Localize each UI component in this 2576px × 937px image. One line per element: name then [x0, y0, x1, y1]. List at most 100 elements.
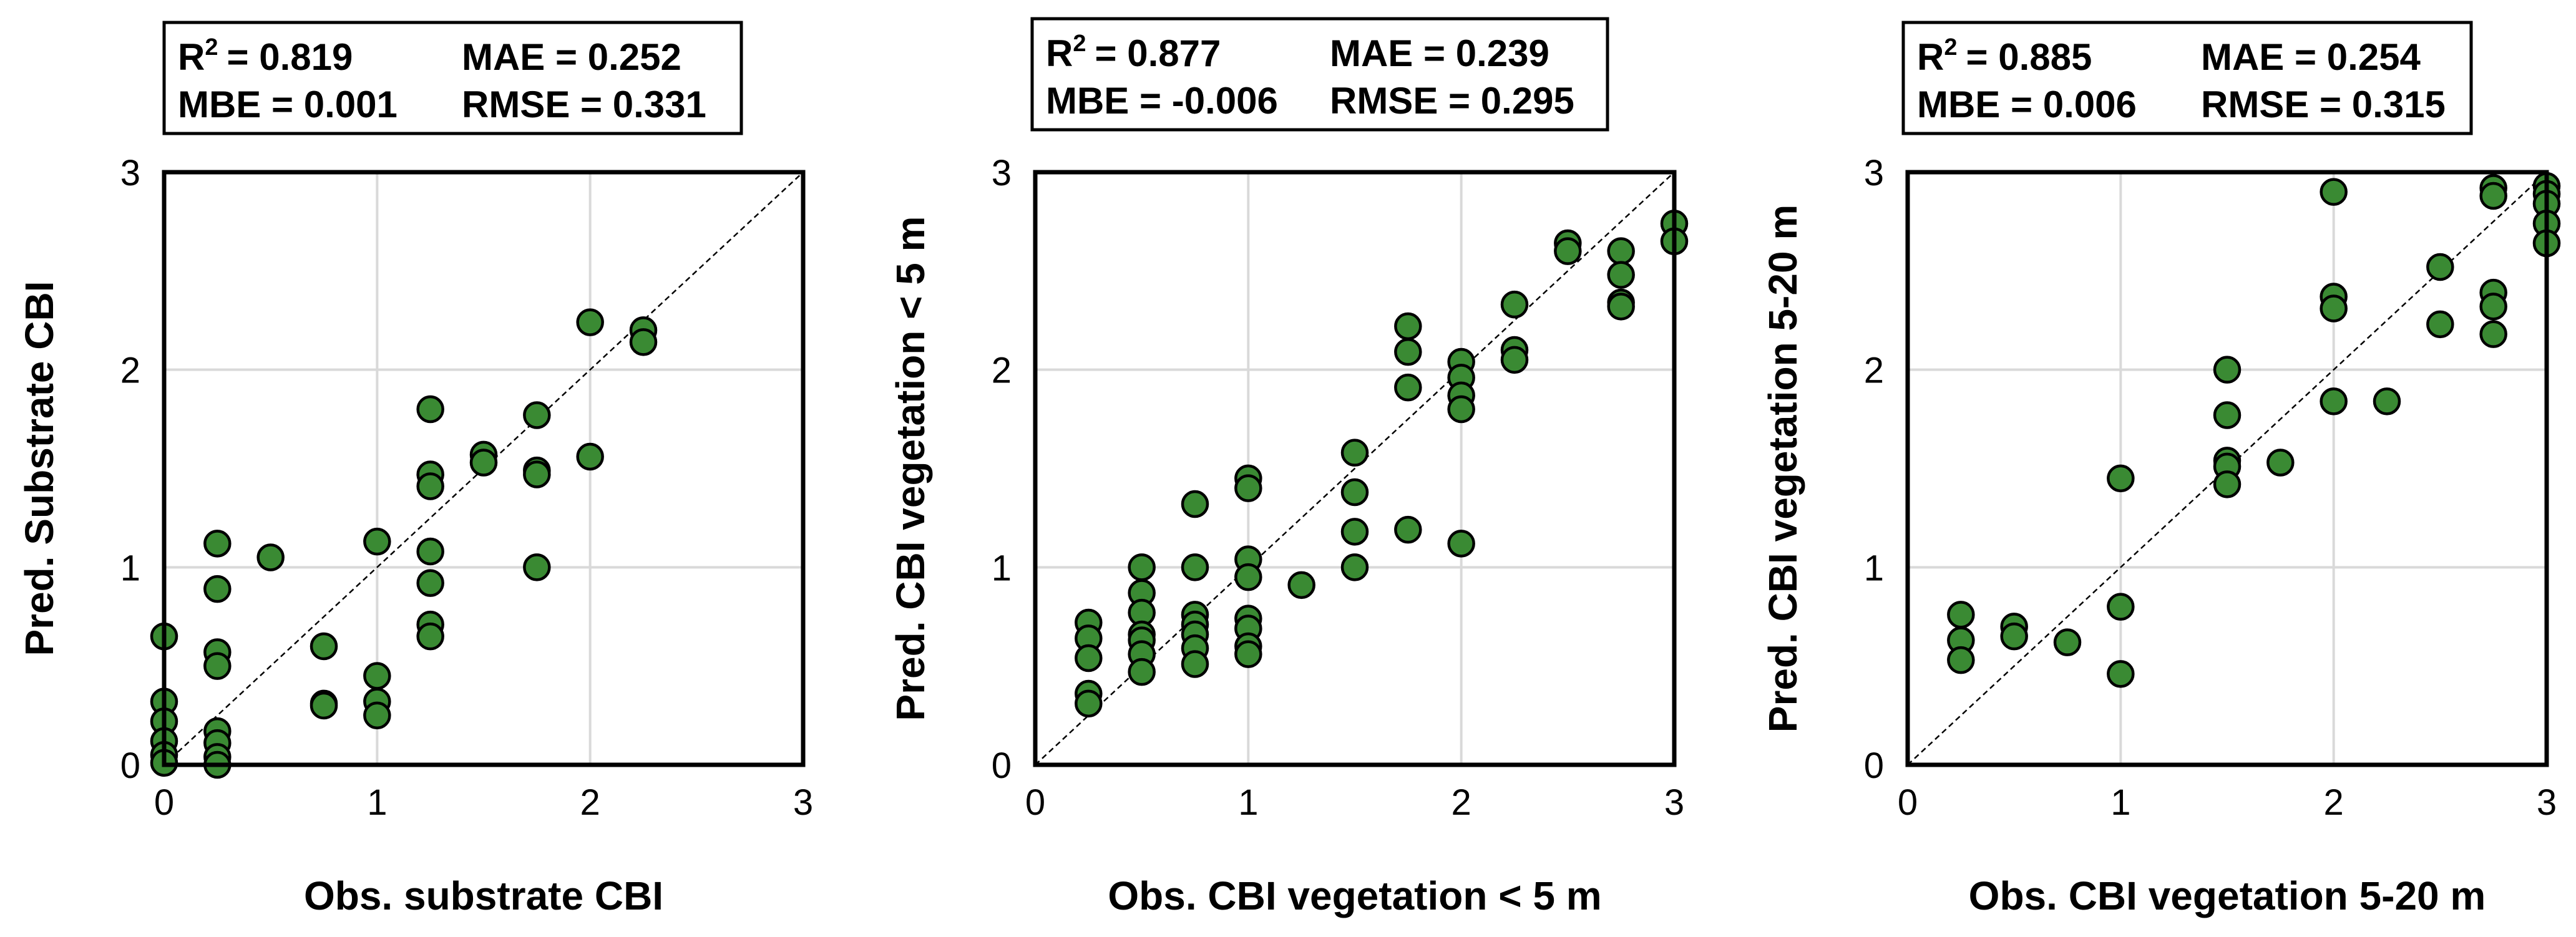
data-point: [2107, 593, 2135, 621]
x-axis-title: Obs. CBI vegetation < 5 m: [1108, 873, 1601, 918]
stat-mbe: MBE = 0.006: [1917, 84, 2137, 125]
y-tick-label: 2: [120, 351, 140, 391]
data-point: [523, 401, 551, 429]
stat-rmse: RMSE = 0.315: [2201, 84, 2446, 125]
data-point: [523, 460, 551, 488]
data-point: [523, 553, 551, 581]
data-point: [203, 652, 232, 680]
data-point: [2320, 178, 2348, 206]
stats-box-frame: [162, 21, 743, 135]
y-tick-label: 3: [992, 153, 1012, 193]
plot-frame: [1905, 170, 2549, 767]
data-point: [2107, 464, 2135, 493]
stats-box: R2 = 0.819 MAE = 0.252 MBE = 0.001 RMSE = 0.…: [162, 21, 743, 135]
stat-mbe: MBE = 0.001: [178, 84, 398, 125]
data-point: [2213, 401, 2242, 429]
plot-frame: [1033, 170, 1677, 767]
data-point: [1607, 237, 1635, 265]
data-point: [1287, 571, 1315, 600]
data-point: [1500, 346, 1529, 374]
y-tick-label: 1: [992, 548, 1012, 588]
data-point: [576, 308, 604, 336]
data-point: [1500, 290, 1529, 319]
y-tick-label: 3: [1864, 153, 1884, 193]
data-point: [1607, 261, 1635, 289]
x-tick-label: 3: [793, 782, 813, 823]
y-tick-label: 3: [120, 153, 140, 193]
stat-rmse: RMSE = 0.331: [462, 84, 706, 125]
data-point: [2320, 387, 2348, 415]
stat-r2-symbol: R: [1046, 32, 1073, 74]
data-point: [1234, 640, 1262, 668]
data-point: [1128, 658, 1156, 686]
data-point: [2213, 470, 2242, 498]
data-point: [2000, 622, 2028, 651]
stat-r2: R2 = 0.877: [1046, 31, 1221, 74]
stat-r2-value: = 0.819: [227, 36, 353, 78]
data-point: [2479, 293, 2507, 321]
data-point: [2213, 356, 2242, 384]
stat-r2-value: = 0.885: [1966, 36, 2092, 78]
y-axis-title: Pred. CBI vegetation < 5 m: [888, 216, 933, 721]
y-tick-label: 0: [992, 745, 1012, 786]
chart-panel-2: 0 1 2 3 0 1 2 3 Obs. CBI vegetation < 5 m Pred. C…: [888, 17, 1689, 918]
y-tick-label: 1: [120, 548, 140, 588]
x-tick-label: 2: [2324, 782, 2344, 823]
data-point: [1947, 601, 1975, 629]
data-point: [1181, 553, 1209, 581]
stat-r2-value: = 0.877: [1095, 32, 1221, 74]
data-point: [203, 530, 232, 558]
data-point: [1340, 553, 1369, 581]
data-point: [416, 395, 444, 424]
data-point: [2479, 320, 2507, 348]
stats-box-frame: [1901, 21, 2473, 135]
x-tick-label: 2: [580, 782, 600, 823]
chart-panel-1: 0 1 2 3 0 1 2 3 Obs. substrate CBI Pred. Substrat…: [17, 21, 813, 918]
data-point: [203, 575, 232, 603]
data-point: [2426, 253, 2454, 281]
data-point: [1394, 373, 1422, 402]
data-point: [2479, 182, 2507, 210]
data-point: [1075, 689, 1103, 718]
stat-mae: MAE = 0.252: [462, 36, 681, 78]
data-point: [1394, 515, 1422, 544]
data-point: [310, 632, 338, 661]
data-point: [416, 472, 444, 500]
data-point: [2107, 660, 2135, 688]
stat-r2-superscript: 2: [1944, 34, 1957, 61]
data-point: [363, 527, 391, 556]
stat-r2-superscript: 2: [1073, 31, 1086, 57]
data-point: [576, 442, 604, 471]
data-point: [2053, 628, 2082, 656]
x-tick-label: 0: [154, 782, 174, 823]
stat-mbe: MBE = -0.006: [1046, 80, 1278, 122]
stat-r2-symbol: R: [1917, 36, 1944, 78]
stat-r2-symbol: R: [178, 36, 205, 78]
data-point: [1447, 395, 1475, 424]
x-tick-label: 3: [2537, 782, 2557, 823]
x-tick-label: 1: [1238, 782, 1258, 823]
data-point: [2373, 387, 2401, 415]
data-point: [1447, 530, 1475, 558]
x-tick-label: 3: [1664, 782, 1684, 823]
stats-box: R2 = 0.885 MAE = 0.254 MBE = 0.006 RMSE = 0.…: [1901, 21, 2473, 135]
data-point: [1554, 237, 1582, 265]
data-point: [1947, 646, 1975, 674]
data-point: [363, 701, 391, 730]
y-tick-label: 1: [1864, 548, 1884, 588]
data-point: [1075, 644, 1103, 672]
y-tick-label: 2: [1864, 351, 1884, 391]
x-axis-title: Obs. substrate CBI: [304, 873, 663, 918]
stat-r2: R2 = 0.885: [1917, 34, 2092, 78]
x-tick-label: 1: [367, 782, 387, 823]
stats-box-frame: [1030, 17, 1609, 132]
data-point: [416, 537, 444, 566]
data-point: [1128, 553, 1156, 581]
plot-frame: [162, 170, 806, 767]
y-tick-label: 2: [992, 351, 1012, 391]
data-point: [1340, 439, 1369, 467]
x-axis-title: Obs. CBI vegetation 5-20 m: [1969, 873, 2486, 918]
data-point: [1340, 478, 1369, 507]
data-point: [363, 662, 391, 690]
x-tick-label: 0: [1898, 782, 1918, 823]
